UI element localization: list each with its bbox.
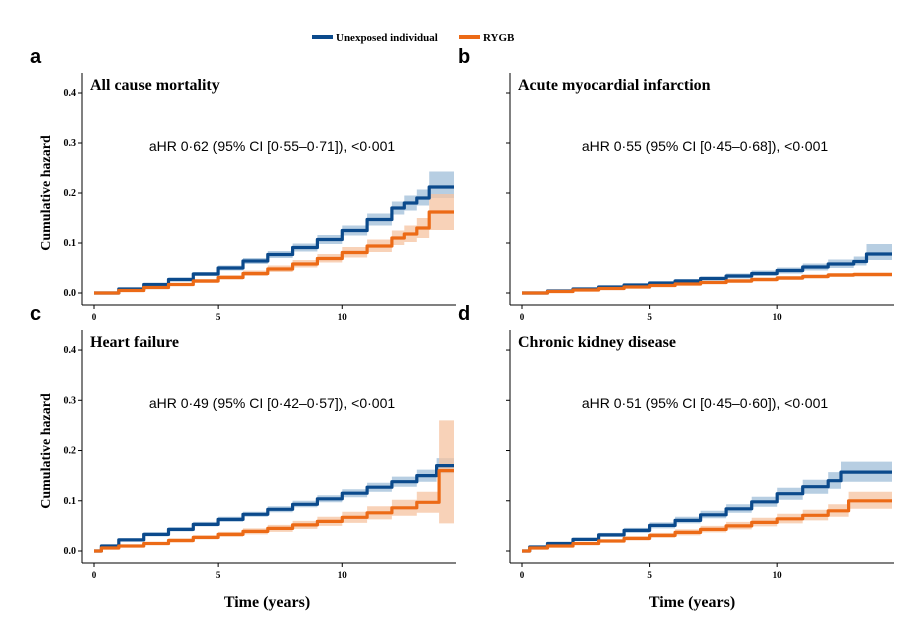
hazard-ratio-annotation: aHR 0·62 (95% CI [0·55–0·71]), <0·001 [149, 138, 396, 154]
hazard-line-unexposed [522, 470, 892, 553]
x-tick-label: 10 [773, 570, 783, 580]
panel-letter-d: d [458, 303, 470, 325]
panel-a: a 0.0 0.1 0.2 0.3 0.4 0 5 10 All cause mortality a… [30, 46, 456, 322]
panel-title: Chronic kidney disease [518, 334, 676, 351]
x-tick-label: 5 [647, 570, 652, 580]
y-tick-label: 0.4 [64, 345, 77, 356]
y-tick-label: 0.0 [64, 288, 77, 299]
x-axis-label-right: Time (years) [649, 594, 735, 611]
y-tick-label: 0.4 [64, 88, 77, 99]
panel-letter-a: a [30, 46, 42, 68]
hazard-line-rygb [522, 272, 892, 295]
y-tick-label: 0.3 [64, 395, 77, 406]
x-tick-label: 10 [338, 570, 348, 580]
y-axis-label-top: Cumulative hazard [39, 135, 54, 251]
hazard-ratio-annotation: aHR 0·55 (95% CI [0·45–0·68]), <0·001 [582, 138, 829, 154]
panel-title: Heart failure [90, 334, 179, 351]
x-tick-label: 5 [216, 312, 221, 322]
y-tick-label: 0.2 [64, 446, 77, 457]
x-tick-label: 5 [216, 570, 221, 580]
x-tick-label: 0 [520, 570, 525, 580]
hazard-ratio-annotation: aHR 0·51 (95% CI [0·45–0·60]), <0·001 [582, 395, 829, 411]
x-tick-label: 5 [647, 312, 652, 322]
legend-label-rygb: RYGB [483, 32, 515, 44]
ci-band-unexposed [522, 244, 892, 293]
y-tick-label: 0.1 [64, 238, 77, 249]
x-tick-label: 10 [773, 312, 783, 322]
hazard-line-rygb [94, 469, 454, 553]
x-tick-label: 0 [520, 312, 525, 322]
hazard-ratio-annotation: aHR 0·49 (95% CI [0·42–0·57]), <0·001 [149, 395, 396, 411]
panel-letter-c: c [30, 303, 41, 325]
panel-c: c 0.0 0.1 0.2 0.3 0.4 0 5 10 Heart failure aHR 0·4… [30, 303, 456, 580]
hazard-line-rygb [94, 210, 454, 295]
panel-letter-b: b [458, 46, 470, 68]
x-axis-label-left: Time (years) [224, 594, 310, 611]
panel-title: Acute myocardial infarction [518, 77, 711, 94]
x-tick-label: 10 [338, 312, 348, 322]
x-tick-label: 0 [92, 570, 97, 580]
hazard-line-unexposed [94, 464, 454, 553]
ci-band-unexposed [94, 458, 454, 551]
panel-d: d 0 5 10 Chronic kidney disease aHR 0·51 (95%… [458, 303, 894, 580]
y-axis-label-bottom: Cumulative hazard [39, 393, 54, 509]
panel-b: b 0 5 10 Acute myocardial infarction aHR 0·55… [458, 46, 894, 322]
y-tick-label: 0.0 [64, 546, 77, 557]
y-tick-label: 0.3 [64, 138, 77, 149]
hazard-line-rygb [522, 499, 892, 553]
y-tick-label: 0.2 [64, 188, 77, 199]
x-tick-label: 0 [92, 312, 97, 322]
panels: a 0.0 0.1 0.2 0.3 0.4 0 5 10 All cause mortality a… [30, 46, 894, 580]
panel-title: All cause mortality [90, 77, 220, 94]
ci-band-rygb [94, 194, 454, 293]
legend: Unexposed individual RYGB [312, 32, 515, 44]
y-tick-label: 0.1 [64, 496, 77, 507]
legend-label-unexposed: Unexposed individual [336, 32, 438, 44]
